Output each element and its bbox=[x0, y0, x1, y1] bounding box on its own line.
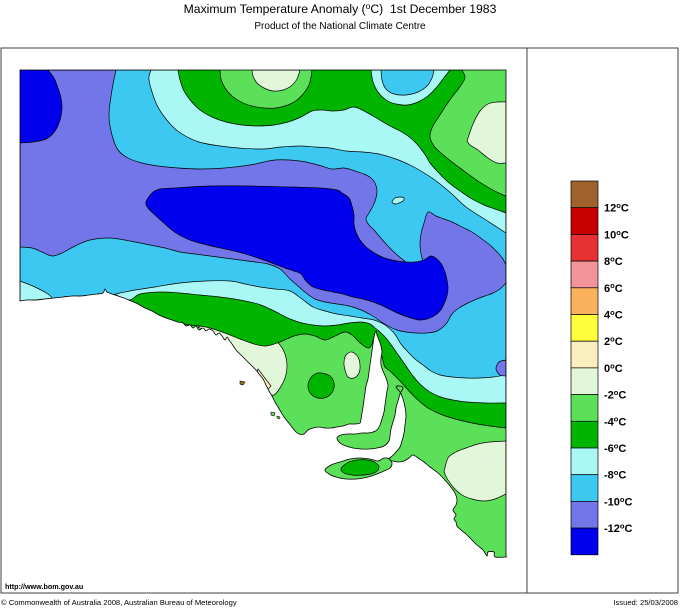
svg-text:© Commonwealth of Australia 20: © Commonwealth of Australia 2008, Austra… bbox=[1, 598, 237, 607]
svg-text:4oC: 4oC bbox=[604, 308, 623, 322]
svg-text:-6oC: -6oC bbox=[604, 441, 626, 455]
svg-text:Issued: 25/03/2008: Issued: 25/03/2008 bbox=[613, 598, 678, 607]
svg-text:10oC: 10oC bbox=[604, 228, 629, 242]
svg-text:12oC: 12oC bbox=[604, 201, 629, 215]
svg-text:-4oC: -4oC bbox=[604, 415, 626, 429]
svg-text:2oC: 2oC bbox=[604, 335, 623, 349]
svg-text:-8oC: -8oC bbox=[604, 468, 626, 482]
svg-text:-12oC: -12oC bbox=[604, 522, 633, 536]
svg-text:-2oC: -2oC bbox=[604, 388, 626, 402]
svg-text:Product of the National Climat: Product of the National Climate Centre bbox=[254, 21, 426, 32]
svg-text:8oC: 8oC bbox=[604, 255, 623, 269]
svg-text:-10oC: -10oC bbox=[604, 495, 633, 509]
svg-text:http://www.bom.gov.au: http://www.bom.gov.au bbox=[5, 582, 83, 591]
svg-text:6oC: 6oC bbox=[604, 281, 623, 295]
svg-text:Maximum Temperature Anomaly (o: Maximum Temperature Anomaly (oC) 1st Dec… bbox=[184, 1, 497, 16]
svg-text:0oC: 0oC bbox=[604, 361, 623, 375]
